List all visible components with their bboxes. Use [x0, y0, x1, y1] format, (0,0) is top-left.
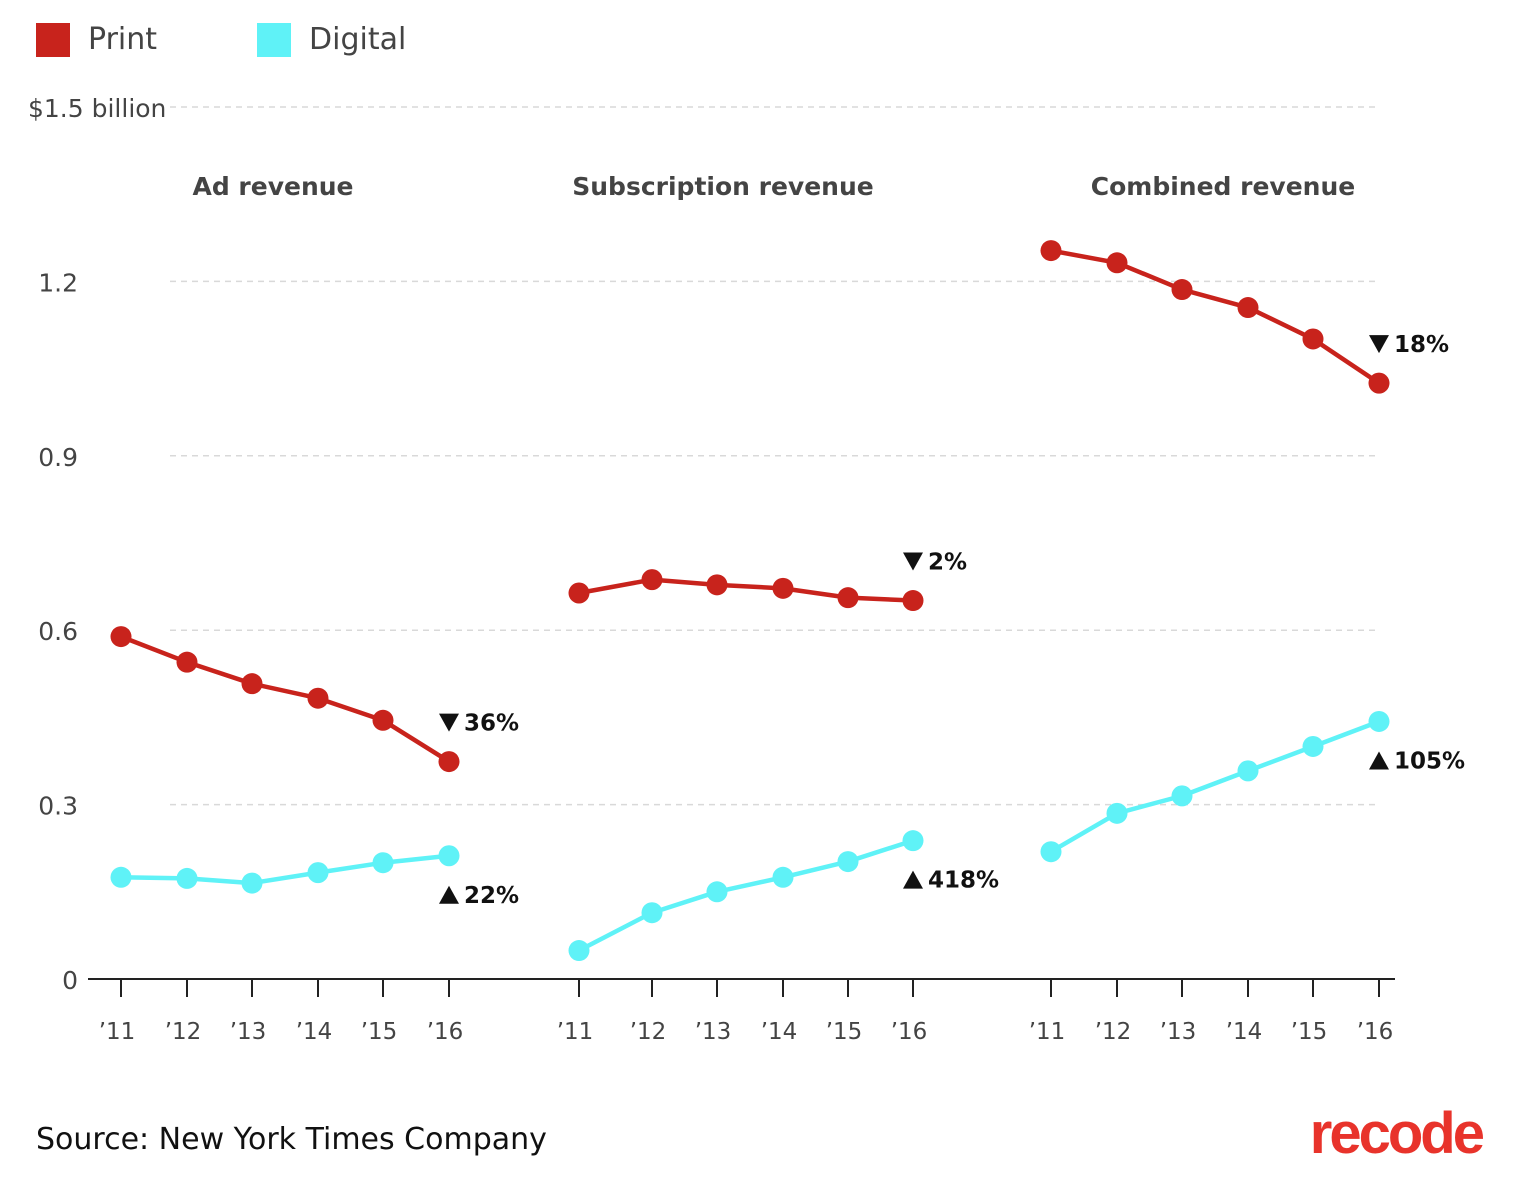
data-point-print — [1106, 252, 1128, 274]
legend-label-digital: Digital — [309, 22, 407, 57]
data-point-print — [110, 626, 132, 648]
series-line-digital — [120, 853, 450, 886]
x-tick-label: ’14 — [296, 1019, 333, 1045]
data-point-digital — [307, 862, 329, 884]
down-arrow-icon — [1369, 335, 1389, 354]
y-tick-label: 0.6 — [38, 617, 78, 646]
x-tick-label: ’14 — [1226, 1019, 1263, 1045]
data-point-print — [902, 590, 924, 612]
data-point-digital — [1302, 735, 1324, 757]
data-point-print — [176, 651, 198, 673]
x-tick-label: ’16 — [1357, 1019, 1394, 1045]
data-point-print — [372, 709, 394, 731]
data-point-digital — [1106, 802, 1128, 824]
x-tick-label: ’13 — [1160, 1019, 1197, 1045]
x-tick-label: ’15 — [826, 1019, 863, 1045]
series-line-print — [1050, 248, 1381, 386]
x-tick-label: ’13 — [695, 1019, 732, 1045]
series-line-print — [120, 634, 451, 764]
data-point-digital — [772, 866, 794, 888]
data-point-digital — [706, 881, 728, 903]
y-tick-label: 0.9 — [38, 443, 78, 472]
x-tick-label: ’11 — [99, 1019, 136, 1045]
x-tick-label: ’16 — [891, 1019, 928, 1045]
data-point-digital — [1040, 841, 1062, 863]
data-point-digital — [110, 866, 132, 888]
x-tick-label: ’12 — [630, 1019, 667, 1045]
legend-swatch-digital — [257, 22, 292, 57]
data-point-print — [1237, 297, 1259, 319]
y-tick-label: 1.2 — [38, 268, 78, 297]
data-point-digital — [1171, 785, 1193, 807]
data-point-digital — [241, 872, 263, 894]
y-tick-label: 0 — [62, 966, 78, 995]
y-tick-label: 0.3 — [38, 792, 78, 821]
data-point-print — [1368, 372, 1390, 394]
data-point-print — [772, 577, 794, 599]
up-arrow-icon — [439, 885, 459, 904]
data-point-print — [438, 751, 460, 773]
data-point-print — [241, 673, 263, 695]
up-arrow-icon — [903, 870, 923, 889]
change-label: 22% — [464, 883, 519, 909]
legend-item-print: Print — [36, 22, 157, 57]
data-point-digital — [1368, 710, 1390, 732]
data-point-digital — [641, 902, 663, 924]
change-label: 105% — [1394, 748, 1465, 774]
change-label: 36% — [464, 711, 519, 737]
down-arrow-icon — [903, 552, 923, 571]
series-line-digital — [577, 838, 914, 953]
x-tick-label: ’11 — [1029, 1019, 1066, 1045]
data-point-digital — [1237, 760, 1259, 782]
legend-label-print: Print — [88, 22, 158, 57]
data-point-digital — [372, 852, 394, 874]
data-point-print — [1171, 279, 1193, 301]
panel-title: Subscription revenue — [572, 172, 873, 201]
y-tick-label: $1.5 billion — [28, 94, 166, 123]
legend-swatch-print — [36, 22, 70, 57]
series-line-digital — [1049, 719, 1380, 854]
x-tick-label: ’14 — [761, 1019, 798, 1045]
x-tick-label: ’15 — [361, 1019, 398, 1045]
down-arrow-icon — [439, 713, 459, 732]
data-point-digital — [438, 845, 460, 867]
change-label: 2% — [928, 550, 967, 576]
up-arrow-icon — [1369, 751, 1389, 770]
legend: Print Digital — [36, 22, 506, 57]
data-point-print — [1040, 240, 1062, 262]
data-point-print — [1302, 328, 1324, 350]
x-tick-label: ’16 — [427, 1019, 464, 1045]
data-point-print — [641, 569, 663, 591]
data-point-digital — [837, 851, 859, 873]
x-tick-label: ’11 — [557, 1019, 594, 1045]
panel-title: Ad revenue — [192, 172, 353, 201]
data-point-print — [307, 687, 329, 709]
panel-title: Combined revenue — [1091, 172, 1355, 201]
x-tick-label: ’12 — [1095, 1019, 1132, 1045]
change-label: 418% — [928, 868, 999, 894]
data-point-digital — [902, 830, 924, 852]
series-line-print — [578, 577, 914, 603]
legend-item-digital: Digital — [257, 22, 406, 57]
x-tick-label: ’13 — [230, 1019, 267, 1045]
data-point-digital — [568, 940, 590, 962]
x-tick-label: ’15 — [1291, 1019, 1328, 1045]
change-label: 18% — [1394, 332, 1449, 358]
source-note: Source: New York Times Company — [36, 1122, 547, 1157]
recode-logo: recode — [1309, 1101, 1485, 1166]
data-point-print — [568, 582, 590, 604]
data-point-print — [706, 574, 728, 596]
x-tick-label: ’12 — [165, 1019, 202, 1045]
data-point-print — [837, 587, 859, 609]
data-point-digital — [176, 867, 198, 889]
